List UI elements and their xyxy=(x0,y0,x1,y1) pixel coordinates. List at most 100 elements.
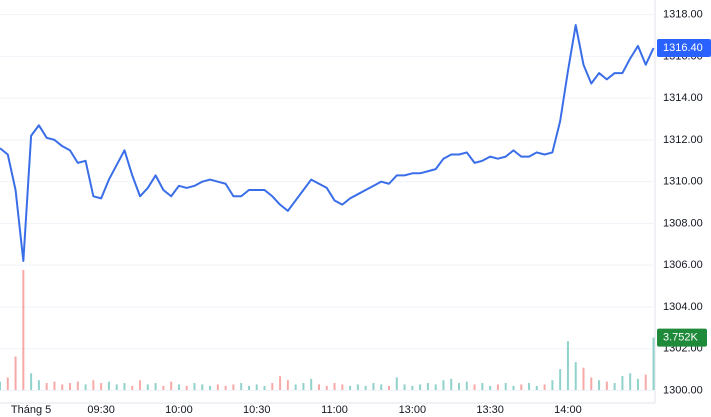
volume-bar xyxy=(185,385,188,390)
volume-bar xyxy=(395,377,398,390)
volume-bar xyxy=(644,374,647,390)
volume-bar xyxy=(605,381,608,390)
volume-bar xyxy=(442,380,445,390)
x-tick-label: Tháng 5 xyxy=(11,404,51,416)
volume-bar xyxy=(426,383,429,390)
volume-bar xyxy=(349,385,352,390)
volume-bar xyxy=(286,380,289,390)
volume-bar xyxy=(317,384,320,390)
x-tick-label: 09:30 xyxy=(87,404,115,416)
volume-bar xyxy=(341,384,344,390)
volume-bar xyxy=(154,383,157,390)
volume-bar xyxy=(271,383,274,390)
y-tick-label: 1304.00 xyxy=(663,301,703,313)
volume-bar xyxy=(201,384,204,390)
volume-bar xyxy=(380,384,383,390)
volume-bar xyxy=(247,385,250,390)
volume-bar xyxy=(388,385,390,390)
volume-bar xyxy=(294,384,297,390)
x-tick-label: 13:00 xyxy=(399,404,427,416)
volume-bar xyxy=(224,385,227,390)
volume-bar xyxy=(403,384,406,390)
volume-bar xyxy=(61,384,64,390)
x-tick-label: 13:30 xyxy=(476,404,504,416)
volume-bar xyxy=(489,385,492,390)
volume-bar xyxy=(37,380,40,390)
volume-bar xyxy=(473,384,476,390)
y-tick-label: 1312.00 xyxy=(663,134,703,146)
volume-bar xyxy=(162,385,165,390)
volume-bar xyxy=(139,380,142,390)
volume-bar xyxy=(356,384,359,390)
volume-bar xyxy=(481,383,484,390)
volume-bar xyxy=(535,385,538,390)
volume-bar xyxy=(177,384,180,390)
volume-tag xyxy=(657,328,707,347)
volume-bar xyxy=(232,384,235,390)
volume-bar xyxy=(84,384,87,390)
volume-bar xyxy=(240,383,243,390)
volume-bar xyxy=(543,384,546,390)
volume-bar xyxy=(372,383,375,390)
volume-bar xyxy=(520,384,523,390)
volume-bar xyxy=(279,376,282,390)
volume-bar xyxy=(69,383,72,390)
volume-bar xyxy=(559,369,562,390)
volume-bar xyxy=(115,384,118,390)
volume-bar xyxy=(419,384,422,390)
volume-bar xyxy=(22,270,25,390)
x-tick-label: 10:00 xyxy=(165,404,193,416)
volume-bar xyxy=(123,383,126,390)
volume-bar xyxy=(582,367,585,390)
volume-bar xyxy=(636,378,639,390)
volume-bar xyxy=(30,373,33,390)
price-tag-label: 1316.40 xyxy=(663,42,703,54)
volume-bar xyxy=(14,356,17,390)
volume-bar xyxy=(411,385,414,390)
volume-tag-label: 3.752K xyxy=(663,332,699,344)
x-tick-label: 14:00 xyxy=(554,404,582,416)
y-tick-label: 1318.00 xyxy=(663,9,703,21)
volume-bar xyxy=(598,380,601,390)
x-tick-label: 11:00 xyxy=(321,404,348,416)
volume-bar xyxy=(325,385,328,390)
volume-bar xyxy=(364,385,367,390)
y-tick-label: 1314.00 xyxy=(663,92,703,104)
volume-bar xyxy=(434,384,437,390)
volume-bar xyxy=(528,383,531,390)
volume-bar xyxy=(76,381,79,390)
volume-bar xyxy=(496,384,499,390)
volume-bar xyxy=(566,341,569,390)
volume-bar xyxy=(92,380,95,390)
y-tick-label: 1300.00 xyxy=(663,384,703,396)
volume-bar xyxy=(458,383,461,390)
volume-bar xyxy=(574,362,577,390)
price-tag xyxy=(657,39,711,58)
volume-bar xyxy=(551,380,554,390)
volume-bar xyxy=(333,383,336,390)
volume-bar xyxy=(629,373,632,390)
volume-bar xyxy=(209,385,212,390)
volume-bar xyxy=(216,384,219,390)
volume-bar xyxy=(0,381,1,390)
volume-bar xyxy=(652,337,655,390)
volume-bar xyxy=(613,383,616,390)
volume-bar xyxy=(131,385,134,390)
y-tick-label: 1306.00 xyxy=(663,259,703,271)
volume-bar xyxy=(302,383,305,390)
volume-bar xyxy=(450,378,453,390)
volume-bar xyxy=(504,383,507,390)
volume-bar xyxy=(45,383,48,390)
volume-bar xyxy=(590,377,593,390)
volume-bar xyxy=(465,381,468,390)
volume-bar xyxy=(255,384,258,390)
volume-bar xyxy=(263,385,266,390)
volume-bar xyxy=(6,377,9,390)
volume-bar xyxy=(621,376,624,390)
y-tick-label: 1310.00 xyxy=(663,176,703,188)
volume-bar xyxy=(100,383,103,390)
volume-bar xyxy=(193,383,196,390)
price-line xyxy=(0,24,655,263)
volume-bar xyxy=(53,381,56,390)
